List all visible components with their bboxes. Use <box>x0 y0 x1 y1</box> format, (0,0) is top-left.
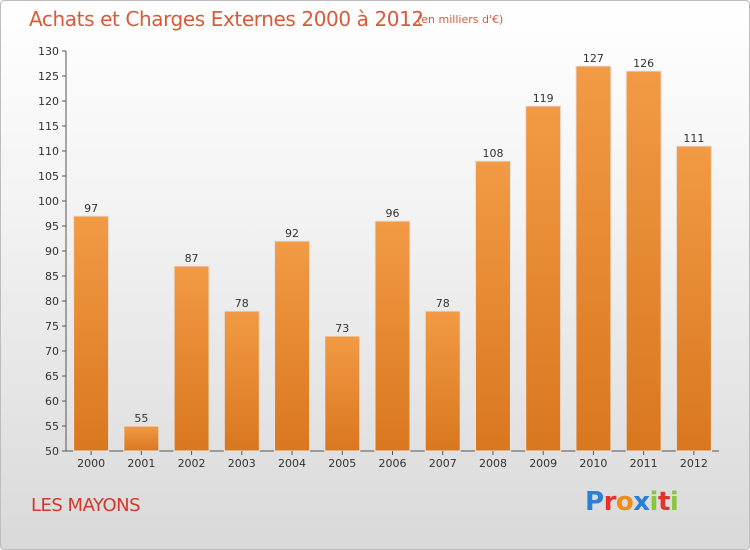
bar-2004 <box>274 240 311 452</box>
bar-value-label: 97 <box>84 202 98 215</box>
bar-2007 <box>424 310 461 452</box>
logo-letter: o <box>615 487 634 517</box>
y-tick-label: 65 <box>45 370 59 383</box>
y-tick-label: 100 <box>38 195 59 208</box>
bar-value-label: 55 <box>134 412 148 425</box>
x-tick-label: 2011 <box>630 457 658 470</box>
y-tick-label: 60 <box>45 395 59 408</box>
chart-subtitle: (en milliers d'€) <box>417 13 504 26</box>
bar-2006 <box>374 220 411 452</box>
x-tick-label: 2012 <box>680 457 708 470</box>
y-tick-label: 85 <box>45 270 59 283</box>
bar-2012 <box>675 145 712 452</box>
y-tick-label: 50 <box>45 445 59 458</box>
y-tick-label: 55 <box>45 420 59 433</box>
x-tick-label: 2005 <box>328 457 356 470</box>
bar-2000 <box>73 215 110 452</box>
y-tick-label: 130 <box>38 45 59 58</box>
bar-2001 <box>123 425 160 452</box>
x-tick-label: 2002 <box>178 457 206 470</box>
bar-value-label: 96 <box>386 207 400 220</box>
chart-title: Achats et Charges Externes 2000 à 2012 <box>29 7 424 31</box>
bar-value-label: 73 <box>335 322 349 335</box>
bar-value-label: 78 <box>235 297 249 310</box>
logo-letter: i <box>649 487 659 517</box>
bar-value-label: 111 <box>683 132 704 145</box>
bar-value-label: 108 <box>482 147 503 160</box>
proxiti-logo[interactable]: Proxiti <box>585 487 679 517</box>
logo-letter: x <box>633 487 650 517</box>
bar-value-label: 87 <box>185 252 199 265</box>
y-tick-label: 75 <box>45 320 59 333</box>
y-tick-label: 105 <box>38 170 59 183</box>
bar-2002 <box>173 265 210 452</box>
x-tick-label: 2003 <box>228 457 256 470</box>
bar-2011 <box>625 70 662 452</box>
bar-value-label: 127 <box>583 52 604 65</box>
place-name: LES MAYONS <box>31 495 141 516</box>
y-tick-label: 115 <box>38 120 59 133</box>
bar-2009 <box>525 105 562 452</box>
bar-2008 <box>474 160 511 452</box>
y-tick-label: 110 <box>38 145 59 158</box>
y-tick-label: 95 <box>45 220 59 233</box>
bar-value-label: 92 <box>285 227 299 240</box>
bar-value-label: 119 <box>533 92 554 105</box>
bar-2005 <box>324 335 361 452</box>
y-tick-label: 90 <box>45 245 59 258</box>
logo-letter: r <box>603 487 617 517</box>
y-tick-label: 125 <box>38 70 59 83</box>
x-tick-label: 2001 <box>127 457 155 470</box>
logo-letter: t <box>657 487 670 517</box>
x-tick-label: 2010 <box>579 457 607 470</box>
y-tick-label: 80 <box>45 295 59 308</box>
logo-letter: P <box>585 487 604 517</box>
logo-letter: i <box>669 487 679 517</box>
y-tick-label: 70 <box>45 345 59 358</box>
x-tick-label: 2007 <box>429 457 457 470</box>
x-tick-label: 2008 <box>479 457 507 470</box>
x-tick-label: 2006 <box>379 457 407 470</box>
bar-value-label: 78 <box>436 297 450 310</box>
bar-2010 <box>575 65 612 452</box>
x-tick-label: 2004 <box>278 457 306 470</box>
x-tick-label: 2000 <box>77 457 105 470</box>
y-tick-label: 120 <box>38 95 59 108</box>
x-tick-label: 2009 <box>529 457 557 470</box>
bar-value-label: 126 <box>633 57 654 70</box>
bar-2003 <box>223 310 260 452</box>
